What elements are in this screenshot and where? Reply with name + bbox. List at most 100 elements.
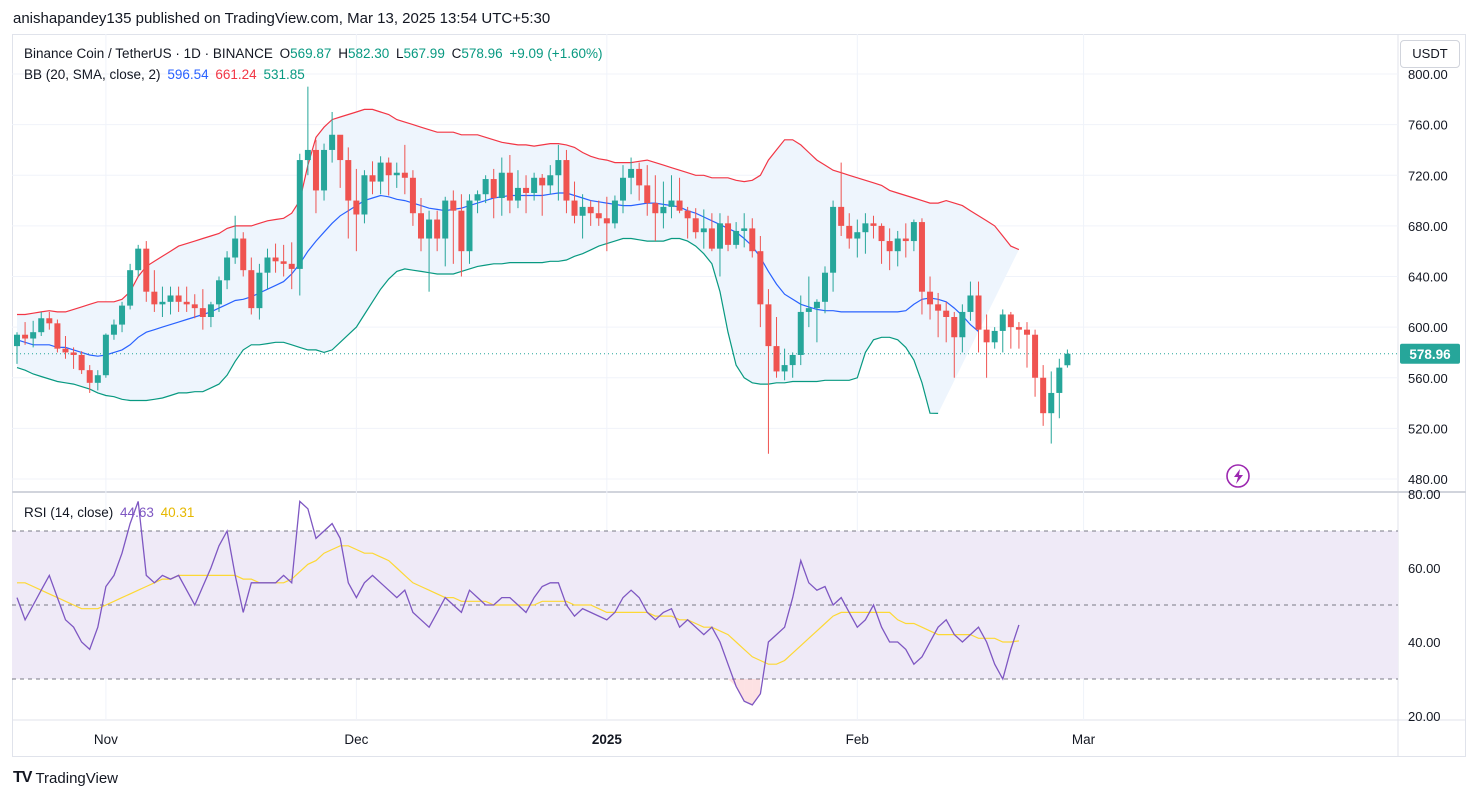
candle-body (38, 318, 45, 333)
price-tick-label: 480.00 (1408, 472, 1448, 487)
bollinger-band-fill (17, 109, 1019, 414)
candle-body (482, 179, 489, 195)
candle-body (1048, 392, 1055, 414)
candle-body (377, 162, 384, 182)
candle-body (337, 134, 344, 161)
candle-body (361, 175, 368, 215)
bb-label: BB (20, SMA, close, 2) (24, 67, 161, 82)
candle-body (458, 210, 465, 252)
candle-body (256, 272, 263, 309)
high-label: H (338, 46, 348, 61)
candle-body (838, 206, 845, 226)
candle-body (668, 200, 675, 207)
candle-body (224, 257, 231, 281)
candle-body (571, 200, 578, 216)
time-tick-label: Mar (1072, 732, 1096, 747)
candle-body (660, 206, 667, 214)
candle-body (1007, 314, 1014, 328)
candle-body (70, 352, 77, 355)
candle-body (975, 295, 982, 330)
candle-body (240, 238, 247, 271)
candle-body (401, 172, 408, 178)
candle-body (151, 291, 158, 305)
candle-body (579, 206, 586, 216)
candle-body (175, 295, 182, 302)
candle-body (183, 301, 190, 305)
time-tick-label: 2025 (592, 732, 623, 747)
currency-unit-button[interactable]: USDT (1400, 40, 1460, 68)
rsi-tick-label: 60.00 (1408, 561, 1441, 576)
candle-body (749, 228, 756, 252)
rsi-tick-label: 40.00 (1408, 635, 1441, 650)
candle-body (765, 304, 772, 347)
time-tick-label: Dec (344, 732, 368, 747)
candle-body (353, 200, 360, 215)
candle-body (167, 295, 174, 302)
bb-upper-line (17, 108, 1020, 316)
candle-body (78, 354, 85, 371)
candle-body (1040, 377, 1047, 414)
candle-body (878, 225, 885, 242)
rsi-tick-label: 80.00 (1408, 487, 1441, 502)
candle-body (789, 354, 796, 366)
bb-legend: BB (20, SMA, close, 2) 596.54 661.24 531… (24, 67, 308, 82)
candle-body (1024, 329, 1030, 335)
candle-body (296, 160, 303, 269)
candle-body (191, 304, 198, 309)
candle-body (935, 304, 942, 311)
candle-body (959, 311, 966, 338)
rsi-oversold-fill (744, 679, 753, 705)
candle-body (474, 194, 481, 201)
candle-body (652, 203, 659, 214)
candle-body (102, 334, 109, 376)
rsi-line (16, 500, 1020, 706)
candle-body (264, 257, 271, 273)
candle-body (813, 301, 820, 309)
candle-body (199, 308, 206, 317)
symbol-name: Binance Coin / TetherUS · 1D · BINANCE (24, 46, 273, 61)
chart-border (12, 34, 1466, 757)
candle-body (304, 149, 311, 161)
candle-body (30, 332, 37, 339)
candle-body (62, 348, 69, 353)
price-tick-label: 680.00 (1408, 219, 1448, 234)
price-tick-label: 760.00 (1408, 118, 1448, 133)
price-tick-label: 520.00 (1408, 421, 1448, 436)
candle-body (846, 225, 853, 239)
candle-body (321, 149, 328, 191)
rsi-legend: RSI (14, close) 44.63 40.31 (24, 505, 197, 520)
candle-body (910, 222, 917, 242)
candle-body (135, 248, 142, 271)
candle-body (644, 185, 651, 204)
bb-upper-value: 661.24 (215, 67, 257, 82)
brand-name: TradingView (35, 769, 118, 787)
candle-body (951, 317, 958, 338)
candle-body (248, 270, 255, 309)
candle-body (1056, 367, 1063, 393)
candle-body (830, 206, 837, 273)
candle-body (490, 179, 497, 199)
low-value: 567.99 (403, 46, 445, 61)
candle-body (442, 200, 449, 239)
bb-basis-line (16, 192, 979, 357)
candle-body (862, 223, 869, 233)
time-tick-label: Nov (94, 732, 118, 747)
tradingview-mark-icon: TV (13, 769, 32, 786)
candle-body (1015, 327, 1022, 330)
candle-body (22, 334, 29, 339)
chart-frame[interactable]: 800.00 760.00 720.00 680.00 640.00 600.00 560.… (12, 34, 1466, 757)
candle-body (999, 314, 1006, 331)
candle-body (603, 218, 610, 224)
price-tick-label: 640.00 (1408, 270, 1448, 285)
candle-body (312, 149, 319, 191)
price-tick-label: 720.00 (1408, 168, 1448, 183)
chart-svg[interactable]: 800.00 760.00 720.00 680.00 640.00 600.00 560.… (12, 34, 1466, 757)
candle-body (345, 160, 352, 201)
candle-body (119, 305, 126, 325)
candle-body (991, 330, 998, 343)
price-pane (12, 86, 1398, 454)
candle-body (450, 200, 457, 211)
candle-body (595, 213, 602, 219)
last-price-tag (1400, 343, 1460, 364)
tradingview-logo[interactable]: TV TradingView (13, 769, 118, 787)
